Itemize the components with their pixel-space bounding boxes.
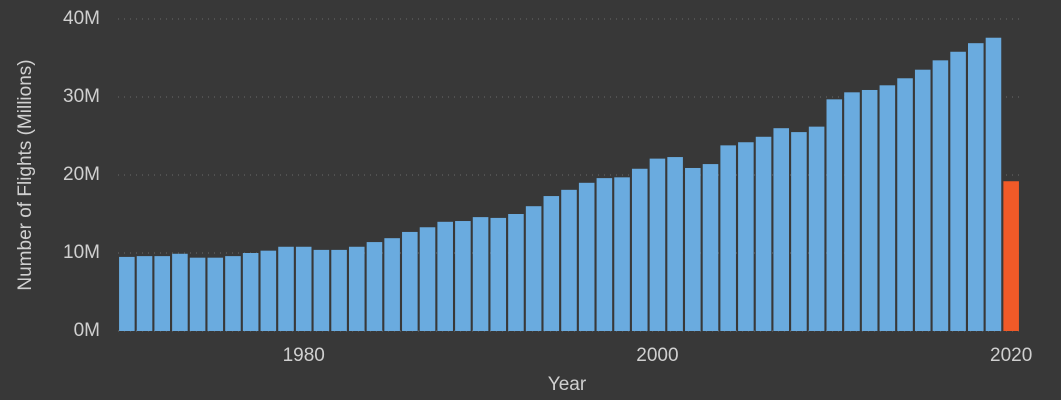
bar [685,167,701,331]
bar [808,126,825,331]
bar [402,231,418,331]
bar [295,246,312,331]
bar [242,253,259,331]
bar [119,256,135,331]
bar [614,177,630,331]
bar [879,85,896,331]
bar [738,142,754,331]
bar [154,256,170,331]
bar [844,92,860,331]
bar [897,78,913,331]
x-axis-label: Year [548,374,587,395]
bar [525,206,542,331]
bar [366,242,383,331]
bar [561,189,577,331]
bar [348,246,365,331]
bar [649,158,666,331]
bar [278,246,294,331]
bar [384,238,400,331]
bar [702,164,719,331]
bar [490,217,507,331]
bar [720,145,736,331]
bar [508,214,524,331]
bar [596,178,613,331]
x-tick-label: 1980 [283,345,325,366]
bar [136,256,153,331]
bar [791,132,807,331]
bar [313,249,330,331]
bar [189,257,206,331]
bar [631,168,648,331]
bar [543,196,560,331]
bar [207,257,224,331]
bar [667,157,683,331]
y-tick-label: 20M [63,164,100,185]
bar [437,221,453,331]
bar [419,227,436,331]
bar [331,249,347,331]
bar [1003,181,1019,331]
y-tick-label: 30M [63,86,100,107]
bar [773,128,790,331]
y-tick-label: 40M [63,8,100,29]
x-tick-label: 2020 [990,345,1032,366]
x-tick-label: 2000 [636,345,678,366]
bar [826,99,843,331]
bar [225,256,241,331]
bar [578,182,595,331]
bar [950,51,966,331]
bar [985,37,1002,331]
bar [932,60,949,332]
bar [755,136,772,331]
y-tick-label: 10M [63,242,100,263]
y-axis-label: Number of Flights (Millions) [15,59,36,290]
bar [455,221,471,331]
bar [260,250,277,331]
y-tick-label: 0M [74,320,100,341]
bar [861,89,878,331]
bar [914,69,931,331]
bar [472,217,489,331]
bar [968,43,984,332]
bar [172,253,188,331]
